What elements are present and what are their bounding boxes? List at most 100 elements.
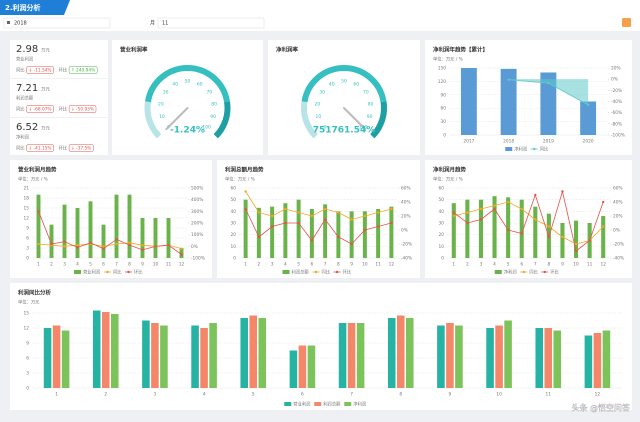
x-tick-label: 2019 [543, 139, 554, 145]
line-point [602, 200, 605, 204]
y-tick-label: 15 [24, 311, 30, 317]
x-tick-label: 9 [141, 262, 144, 268]
gauge-tick [209, 130, 214, 135]
line-point [257, 235, 261, 239]
x-tick-label: 3 [271, 262, 274, 268]
bar [200, 328, 208, 388]
bar [298, 345, 307, 388]
bar [114, 194, 119, 258]
chart-subtitle: 单位：万元 / % [225, 176, 255, 183]
chart-subtitle: 单位：万元 / % [433, 176, 463, 183]
chart-subtitle: 单位：万元 [18, 299, 40, 306]
line-point [270, 225, 274, 228]
x-tick-label: 7 [350, 392, 353, 398]
gauge-tick [217, 117, 223, 120]
bar [61, 330, 70, 388]
gauge-tick-label: 30 [163, 90, 169, 96]
y-tick-label: 90 [441, 92, 447, 98]
x-tick-label: 12 [600, 262, 606, 268]
panel [10, 160, 212, 278]
kpi-badge-text: ↓ -50.93% [71, 107, 94, 113]
chart-title: 营业利润率 [120, 46, 148, 54]
y-tick-label: 12 [24, 326, 30, 332]
legend-label: 同比 [322, 269, 331, 276]
line-point [244, 190, 247, 193]
y2-tick-label: -80% [611, 121, 622, 127]
bar [142, 320, 150, 388]
line-point [141, 248, 144, 252]
gauge-tick [161, 130, 166, 135]
bar [405, 318, 414, 388]
gauge-tick-label: 10 [315, 114, 321, 120]
legend-swatch [314, 402, 322, 406]
line-point [337, 211, 340, 214]
line-point [547, 225, 551, 228]
x-tick-label: 5 [297, 262, 300, 268]
legend-label: 同比 [113, 269, 122, 276]
x-tick-label: 1 [37, 262, 40, 268]
kpi-unit: 万元 [41, 126, 50, 132]
line-point [141, 243, 144, 247]
chart-title: 营业利润月趋势 [18, 166, 57, 174]
x-tick-label: 1 [55, 392, 58, 398]
year-value: 2018 [14, 21, 27, 27]
y-tick-label: 120 [438, 79, 446, 85]
gauge-tick-label: 70 [206, 90, 212, 96]
bar [451, 203, 456, 258]
panel [268, 40, 420, 155]
gauge-tick-label: 0 [323, 125, 326, 131]
kpi-compare-label: 同比 [16, 67, 25, 74]
bar [258, 318, 267, 388]
export-button[interactable] [622, 18, 631, 27]
y-tick-label: 60 [441, 106, 447, 112]
bar [240, 318, 249, 388]
bar [307, 345, 316, 388]
gauge-band [145, 65, 230, 103]
watermark: 头条 @悟空问答 [571, 403, 630, 413]
y-tick-label: 40 [231, 209, 237, 215]
line-point [363, 214, 367, 218]
bar [191, 325, 199, 388]
y2-tick-label: 300% [191, 209, 203, 215]
bar [389, 206, 394, 258]
gauge-tick-label: 20 [314, 101, 320, 107]
kpi-badge-text: ↑ 240.94% [71, 68, 95, 74]
line-point [520, 232, 523, 235]
x-tick-label: 3 [480, 262, 483, 268]
gauge-tick-label: 60 [197, 81, 203, 87]
line-point [452, 211, 455, 214]
y2-tick-label: 0% [401, 228, 408, 234]
kpi-badge-text: ↓ -41.15% [29, 146, 52, 152]
x-tick-label: 12 [179, 262, 185, 268]
gauge-tick [366, 130, 371, 135]
month-select[interactable] [157, 17, 265, 29]
legend-label: 环比 [343, 269, 352, 276]
bar [140, 218, 145, 258]
bar [49, 224, 54, 258]
kpi-label: 净利润 [16, 134, 29, 141]
bar [338, 323, 347, 388]
y-tick-label: 18 [24, 196, 30, 202]
year-select[interactable] [3, 17, 111, 29]
bar [580, 101, 597, 135]
line-point [297, 221, 300, 225]
line-point [128, 241, 131, 245]
bar [519, 199, 524, 258]
x-tick-label: 7 [324, 262, 327, 268]
y-tick-label: 0 [443, 133, 446, 139]
x-tick-label: 5 [89, 262, 92, 268]
gauge-tick [152, 117, 158, 120]
bar [396, 315, 405, 388]
line-point [376, 211, 380, 214]
kpi-compare-label: 环比 [59, 67, 68, 74]
line-point [479, 218, 483, 221]
y2-tick-label: 20% [613, 214, 623, 220]
line-point [76, 243, 79, 247]
bar [533, 206, 538, 258]
gauge-tick [170, 74, 174, 80]
x-tick-label: 4 [203, 392, 206, 398]
line-point [257, 211, 261, 214]
title-tab [0, 0, 70, 15]
line-point [479, 207, 483, 211]
y2-tick-label: 40% [401, 200, 411, 206]
